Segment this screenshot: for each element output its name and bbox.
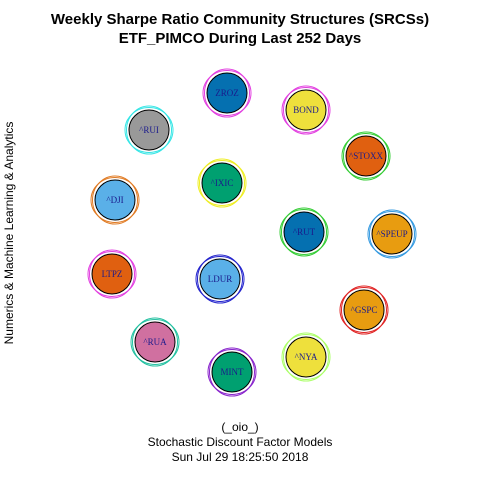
node-ring <box>283 85 329 135</box>
node-ltpz: LTPZ <box>87 249 137 299</box>
node-label: BOND <box>293 105 319 115</box>
node-circle <box>206 72 248 114</box>
node-label: ^DJI <box>106 195 123 205</box>
node-label: ^SPEUP <box>376 229 407 239</box>
node-circle <box>371 213 413 255</box>
node-ring <box>197 254 243 304</box>
node-label: ^RUA <box>143 337 167 347</box>
chart-title-line2: ETF_PIMCO During Last 252 Days <box>118 30 362 47</box>
node-ring <box>283 332 329 382</box>
node-ring <box>341 133 391 179</box>
node-ring <box>202 70 252 116</box>
node-label: ^STOXX <box>349 151 384 161</box>
node-label: ^NYA <box>295 352 318 362</box>
footer-line3: Sun Jul 29 18:25:50 2018 <box>171 450 309 464</box>
node-circle <box>283 211 325 253</box>
node-ring <box>87 251 137 297</box>
node-zroz: ZROZ <box>202 68 252 118</box>
node-label: ^RUT <box>293 227 316 237</box>
node-label: ^RUI <box>139 125 159 135</box>
node-ring <box>367 211 417 257</box>
node-ring <box>279 209 329 255</box>
node-speup: ^SPEUP <box>367 209 417 259</box>
node-circle <box>343 289 385 331</box>
node-rut: ^RUT <box>279 207 329 257</box>
node-ring <box>369 209 415 259</box>
node-ring <box>339 287 389 333</box>
node-label: MINT <box>221 367 244 377</box>
nodes-layer: ZROZ ^RUI BOND ^STOXX ^IXIC ^DJI ^RUT ^SPEUP LTP… <box>87 68 417 397</box>
node-label: LTPZ <box>102 269 123 279</box>
node-ring <box>124 107 174 153</box>
node-label: ^IXIC <box>211 178 234 188</box>
node-ldur: LDUR <box>195 254 245 304</box>
node-ring <box>199 158 245 208</box>
node-ring <box>90 177 140 223</box>
node-circle <box>199 258 241 300</box>
node-mint: MINT <box>207 347 257 397</box>
node-ring <box>132 317 178 367</box>
node-stoxx: ^STOXX <box>341 131 391 181</box>
chart-title-line1: Weekly Sharpe Ratio Community Structures… <box>50 11 430 28</box>
node-rui: ^RUI <box>124 105 174 155</box>
node-ring <box>343 131 389 181</box>
footer-line1: (_oio_) <box>221 420 259 434</box>
node-ring <box>89 249 135 299</box>
node-label: LDUR <box>208 274 233 284</box>
node-ring <box>281 87 331 133</box>
node-dji: ^DJI <box>90 175 140 225</box>
node-ring <box>281 334 331 380</box>
node-circle <box>91 253 133 295</box>
node-circle <box>94 179 136 221</box>
node-bond: BOND <box>281 85 331 135</box>
node-ring <box>341 285 387 335</box>
node-ixic: ^IXIC <box>197 158 247 208</box>
node-label: ZROZ <box>215 88 239 98</box>
node-ring <box>195 256 245 302</box>
node-circle <box>128 109 170 151</box>
node-nya: ^NYA <box>281 332 331 382</box>
node-circle <box>285 336 327 378</box>
node-gspc: ^GSPC <box>339 285 389 335</box>
node-ring <box>130 319 180 365</box>
node-label: ^GSPC <box>351 305 378 315</box>
footer-line2: Stochastic Discount Factor Models <box>147 435 333 449</box>
node-circle <box>134 321 176 363</box>
node-ring <box>204 68 250 118</box>
node-ring <box>281 207 327 257</box>
node-circle <box>285 89 327 131</box>
node-ring <box>209 347 255 397</box>
node-circle <box>345 135 387 177</box>
node-circle <box>201 162 243 204</box>
node-ring <box>197 160 247 206</box>
node-ring <box>207 349 257 395</box>
node-circle <box>211 351 253 393</box>
node-ring <box>92 175 138 225</box>
node-ring <box>126 105 172 155</box>
node-rua: ^RUA <box>130 317 180 367</box>
